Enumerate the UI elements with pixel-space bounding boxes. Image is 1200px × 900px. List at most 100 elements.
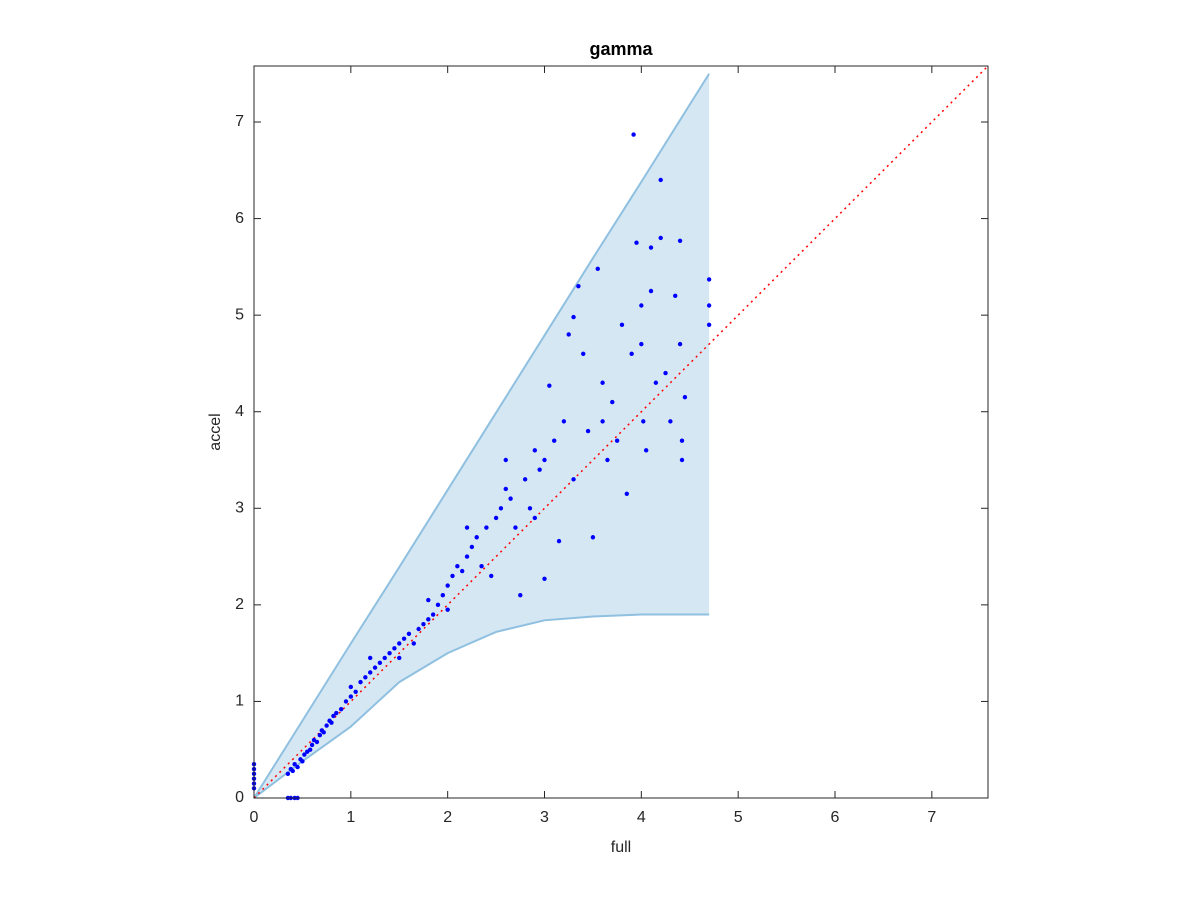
point xyxy=(353,689,358,694)
point xyxy=(542,457,547,463)
point xyxy=(595,266,600,271)
y-tick-label: 1 xyxy=(235,693,244,710)
point xyxy=(338,706,344,712)
point xyxy=(445,583,450,588)
point xyxy=(610,399,615,405)
point xyxy=(508,496,513,501)
point xyxy=(547,383,552,388)
point xyxy=(484,525,489,530)
point xyxy=(450,573,455,579)
point xyxy=(503,457,508,463)
point xyxy=(653,380,659,385)
point xyxy=(445,607,450,612)
point xyxy=(416,626,421,632)
plot-frame xyxy=(253,65,989,799)
point xyxy=(706,303,712,308)
y-tick-label: 3 xyxy=(235,500,244,517)
point xyxy=(518,593,523,598)
point xyxy=(590,535,596,540)
point xyxy=(387,650,392,656)
point xyxy=(673,293,678,299)
point xyxy=(614,438,620,443)
point xyxy=(474,535,479,540)
x-tick-label: 2 xyxy=(443,809,452,826)
point xyxy=(397,641,402,646)
x-tick-label: 0 xyxy=(250,809,259,826)
point xyxy=(706,322,712,328)
y-tick-label: 5 xyxy=(235,306,244,323)
point xyxy=(639,341,644,347)
point xyxy=(309,742,315,748)
point xyxy=(513,525,518,530)
y-tick-label: 2 xyxy=(235,596,244,613)
point xyxy=(368,655,373,661)
point xyxy=(605,457,610,463)
point xyxy=(285,771,291,777)
point xyxy=(295,764,300,770)
point xyxy=(401,636,407,641)
y-tick-label: 7 xyxy=(235,113,244,130)
point xyxy=(658,235,663,241)
point xyxy=(556,538,562,544)
point xyxy=(679,438,685,443)
point xyxy=(421,621,426,627)
point xyxy=(440,593,446,598)
point xyxy=(329,720,334,725)
point xyxy=(585,428,591,434)
point xyxy=(619,322,625,328)
x-tick-label: 1 xyxy=(346,809,355,826)
point xyxy=(377,660,383,666)
point xyxy=(706,277,712,282)
point xyxy=(464,525,470,530)
point xyxy=(292,762,297,767)
point xyxy=(631,132,636,137)
point xyxy=(527,506,533,511)
chart-title: gamma xyxy=(589,39,653,59)
point xyxy=(566,332,571,337)
point xyxy=(581,351,586,356)
point xyxy=(426,597,431,603)
point xyxy=(469,544,475,550)
x-tick-label: 7 xyxy=(927,809,936,826)
point xyxy=(634,240,639,245)
point xyxy=(648,288,654,294)
y-tick-label: 6 xyxy=(235,210,244,227)
point xyxy=(343,699,349,704)
point xyxy=(290,768,295,774)
point xyxy=(363,675,368,680)
point xyxy=(639,303,644,308)
point xyxy=(682,395,688,400)
point xyxy=(317,733,323,738)
point xyxy=(464,554,470,559)
point xyxy=(522,477,528,482)
point xyxy=(331,713,336,719)
point xyxy=(397,655,402,661)
point xyxy=(307,747,313,752)
point xyxy=(406,631,412,637)
x-tick-label: 3 xyxy=(540,809,549,826)
point xyxy=(455,564,460,569)
point xyxy=(643,448,649,453)
point xyxy=(503,486,508,492)
x-tick-label: 6 xyxy=(831,809,840,826)
point xyxy=(668,419,673,424)
point xyxy=(498,506,504,511)
y-tick-label: 4 xyxy=(235,403,244,420)
point xyxy=(679,457,685,463)
point xyxy=(493,515,499,521)
point xyxy=(479,564,484,569)
point xyxy=(302,752,307,757)
point xyxy=(358,679,363,685)
x-axis-label: full xyxy=(611,839,631,856)
x-tick-label: 4 xyxy=(637,809,646,826)
point xyxy=(489,573,494,579)
point xyxy=(314,739,320,745)
point xyxy=(532,448,538,453)
point xyxy=(624,491,630,497)
point xyxy=(435,602,441,608)
point xyxy=(542,576,547,581)
point xyxy=(324,723,329,728)
point xyxy=(348,684,354,690)
point xyxy=(411,641,416,646)
